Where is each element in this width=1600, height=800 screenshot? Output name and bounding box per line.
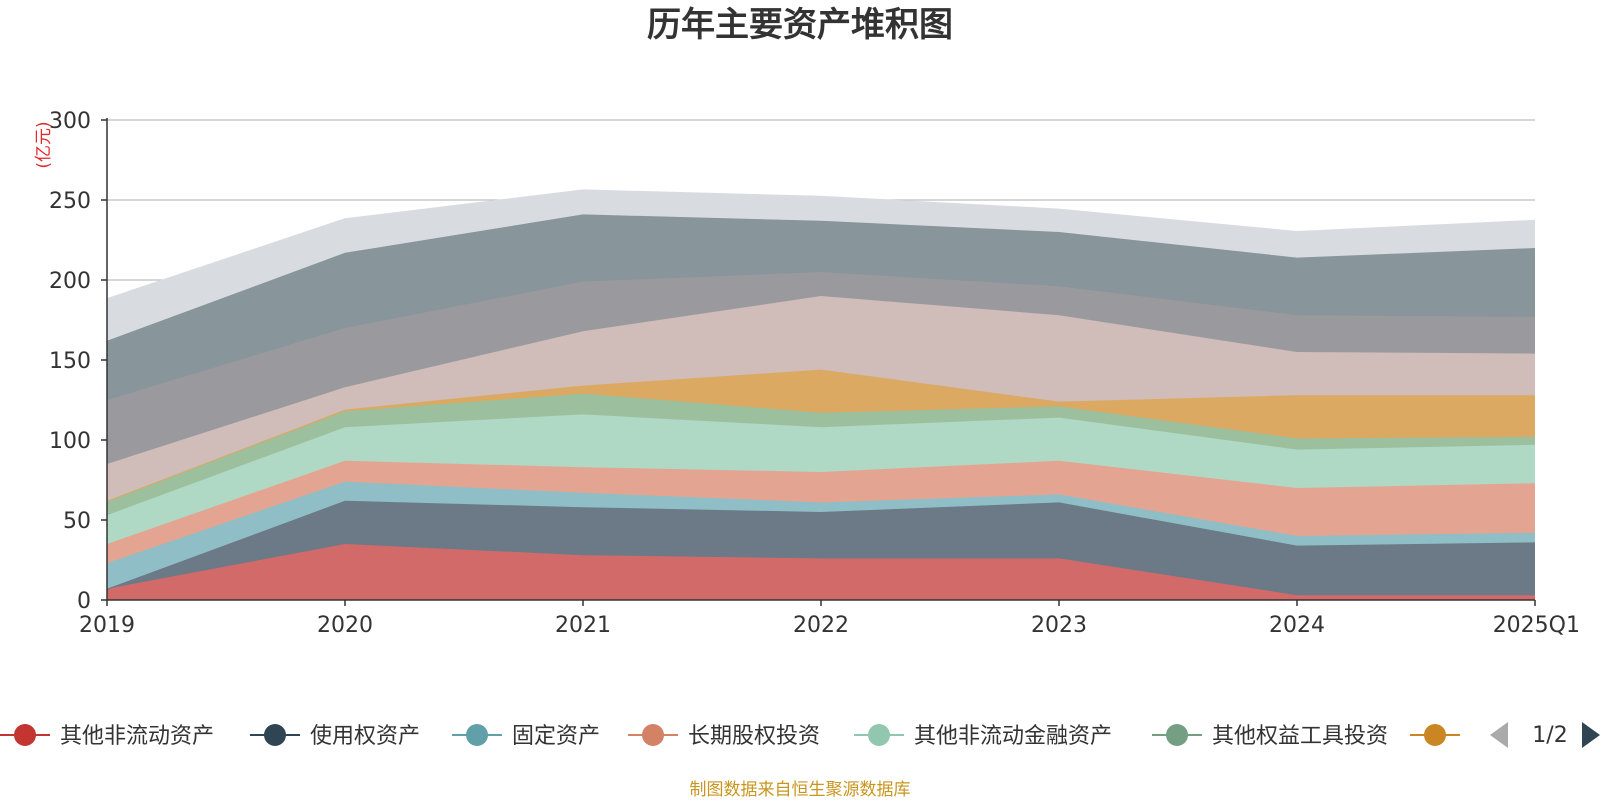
legend-item[interactable]: 使用权资产: [250, 724, 420, 749]
y-tick-label: 150: [49, 349, 91, 374]
area-series: [107, 214, 1535, 400]
legend-item[interactable]: 其他非流动金融资产: [854, 724, 1112, 749]
y-tick-label: 250: [49, 189, 91, 214]
area-series-edge: [106, 189, 1536, 301]
legend-dot-icon: [264, 724, 286, 746]
legend-dot-icon: [466, 724, 488, 746]
area-series: [107, 190, 1535, 341]
legend-item[interactable]: 固定资产: [452, 724, 600, 749]
y-tick-label: 300: [49, 109, 91, 134]
source-note: 制图数据来自恒生聚源数据库: [690, 780, 911, 800]
legend-label: 使用权资产: [310, 724, 420, 749]
y-tick-label: 50: [63, 509, 91, 534]
legend-item[interactable]: 其他权益工具投资: [1152, 724, 1388, 749]
legend: 其他非流动资产 使用权资产 固定资产 长期股权投资 其他非流动金融资产 其他权益工具投资: [0, 724, 1460, 749]
area-series: [107, 414, 1535, 544]
legend-dot-icon: [1424, 724, 1446, 746]
area-series-group: [106, 189, 1536, 600]
legend-dot-icon: [868, 724, 890, 746]
chart-title: 历年主要资产堆积图: [647, 5, 953, 45]
y-tick-label: 100: [49, 429, 91, 454]
legend-page-indicator: 1/2: [1532, 723, 1567, 748]
legend-label: 其他权益工具投资: [1212, 724, 1388, 749]
x-tick-label: 2024: [1269, 613, 1325, 638]
area-series: [107, 544, 1535, 600]
y-axis-unit: (亿元): [34, 121, 54, 168]
legend-label: 其他非流动金融资产: [914, 724, 1112, 749]
legend-item[interactable]: 长期股权投资: [628, 724, 820, 749]
arrow-right-icon[interactable]: [1582, 722, 1600, 748]
y-tick-label: 200: [49, 269, 91, 294]
arrow-left-icon[interactable]: [1490, 722, 1508, 748]
legend-dot-icon: [642, 724, 664, 746]
area-series: [107, 272, 1535, 464]
legend-item[interactable]: 其他非流动资产: [0, 724, 214, 749]
legend-pager: 1/2: [1490, 722, 1600, 748]
legend-dot-icon: [1166, 724, 1188, 746]
x-tick-label: 2025Q1: [1493, 613, 1580, 638]
legend-dot-icon: [14, 724, 36, 746]
area-series: [107, 369, 1535, 501]
legend-label: 固定资产: [512, 724, 600, 749]
x-tick-label: 2021: [555, 613, 611, 638]
x-tick-label: 2022: [793, 613, 849, 638]
x-tick-label: 2019: [79, 613, 135, 638]
x-tick-label: 2023: [1031, 613, 1087, 638]
legend-item[interactable]: [1410, 724, 1460, 746]
area-series: [107, 460, 1535, 564]
area-series: [107, 393, 1535, 516]
area-series: [107, 296, 1535, 501]
x-tick-label: 2020: [317, 613, 373, 638]
y-tick-label: 0: [77, 589, 91, 614]
axes: 0 50 100 150 200 250 300 2019 2020 2021 2022 2023 20…: [49, 109, 1580, 638]
legend-label: 长期股权投资: [688, 724, 820, 749]
legend-label: 其他非流动资产: [60, 724, 214, 749]
